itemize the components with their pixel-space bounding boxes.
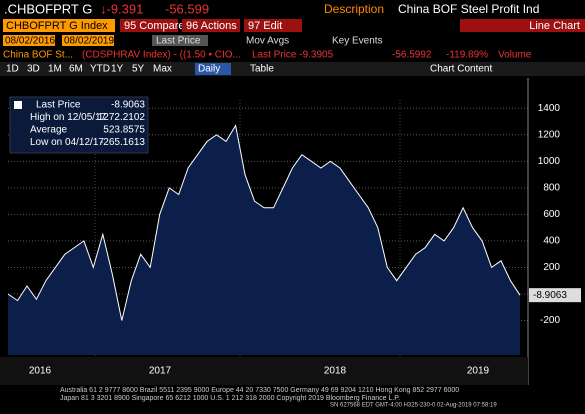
- legend-value: -265.1613: [100, 137, 145, 148]
- period[interactable]: Max: [153, 64, 172, 75]
- info-volume: Volume: [498, 50, 532, 61]
- description: China BOF Steel Profit Ind: [398, 2, 539, 16]
- x-tick-label: 2019: [467, 366, 490, 377]
- title-bar: [0, 0, 585, 18]
- x-tick-label: 2017: [149, 366, 172, 377]
- field-box[interactable]: [152, 35, 208, 46]
- button-label: 96 Actions: [186, 20, 237, 32]
- legend-value: 1272.2102: [98, 112, 146, 123]
- change: ↓-9.391: [100, 1, 143, 16]
- y-tick-label: 1200: [538, 129, 561, 140]
- period-bar: [0, 62, 585, 76]
- view-box: [460, 19, 585, 32]
- x-tick-label: 2016: [29, 366, 52, 377]
- end: 08/02/2019: [64, 36, 114, 47]
- period[interactable]: 5Y: [132, 64, 145, 75]
- last-tag: [529, 288, 581, 303]
- view: Line Chart: [529, 20, 580, 32]
- period[interactable]: 6M: [69, 64, 83, 75]
- legend-swatch: [14, 101, 22, 109]
- end-field[interactable]: [62, 35, 114, 46]
- start: 08/02/2016: [5, 36, 55, 47]
- legend: [9, 96, 149, 154]
- info-last: Last Price -9.3905: [252, 50, 334, 61]
- footer: [0, 385, 585, 409]
- y-tick-label: 800: [543, 182, 560, 193]
- info-name: China BOF St...: [3, 50, 73, 61]
- period[interactable]: 1Y: [111, 64, 124, 75]
- mov-avgs[interactable]: Mov Avgs: [246, 36, 289, 47]
- button-label: 97 Edit: [248, 20, 282, 32]
- legend-label: High on 12/05/17: [30, 112, 107, 123]
- info-formula: (CDSPHRAV Index) - ((1.50 • CIO...: [82, 50, 241, 61]
- legend-value: 523.8575: [103, 125, 145, 136]
- button[interactable]: [120, 19, 178, 32]
- period[interactable]: 1M: [48, 64, 62, 75]
- ticker: .CHBOFPRT G: [4, 1, 92, 16]
- footer-line: SN 627568 EDT GMT-4:00 H325-230-0 02-Aug…: [330, 403, 497, 409]
- frequency-box[interactable]: [195, 63, 231, 75]
- last-tag-label: -8.9063: [533, 290, 567, 301]
- legend-label: Average: [30, 125, 68, 136]
- x-axis-band: [0, 357, 528, 385]
- period[interactable]: 3D: [27, 64, 40, 75]
- legend-label: Low on 04/12/17: [30, 137, 104, 148]
- y-tick-label: 200: [543, 262, 560, 273]
- start-field[interactable]: [3, 35, 55, 46]
- info-pct: -119.89%: [446, 50, 488, 61]
- y-tick-label: 1400: [538, 103, 561, 114]
- y-tick-label: -200: [540, 315, 560, 326]
- table[interactable]: Table: [250, 64, 274, 75]
- x-tick-label: 2018: [324, 366, 347, 377]
- button[interactable]: [182, 19, 240, 32]
- button-label: 95 Compare: [124, 20, 185, 32]
- security: CHBOFPRT G Index: [6, 20, 108, 32]
- change-pct: -56.599: [165, 1, 209, 16]
- y-tick-label: 400: [543, 236, 560, 247]
- footer-line: Japan 81 3 3201 8900 Singapore 65 6212 1…: [60, 395, 400, 402]
- info-change: -56.5992: [392, 50, 432, 61]
- line: [7, 124, 521, 321]
- security-box[interactable]: [3, 19, 115, 32]
- description-label: Description: [324, 2, 384, 16]
- button[interactable]: [244, 19, 302, 32]
- footer-line: Australia 61 2 9777 8600 Brazil 5511 239…: [60, 387, 459, 394]
- key-events[interactable]: Key Events: [332, 36, 383, 47]
- frequency: Daily: [198, 64, 220, 75]
- legend-label: Last Price: [36, 100, 81, 111]
- chart-content[interactable]: Chart Content: [430, 64, 492, 75]
- period[interactable]: YTD: [90, 64, 110, 75]
- field: Last Price: [156, 36, 201, 47]
- period[interactable]: 1D: [6, 64, 19, 75]
- y-tick-label: 600: [543, 209, 560, 220]
- y-tick-label: 1000: [538, 156, 561, 167]
- area: [8, 125, 520, 355]
- legend-value: -8.9063: [111, 100, 145, 111]
